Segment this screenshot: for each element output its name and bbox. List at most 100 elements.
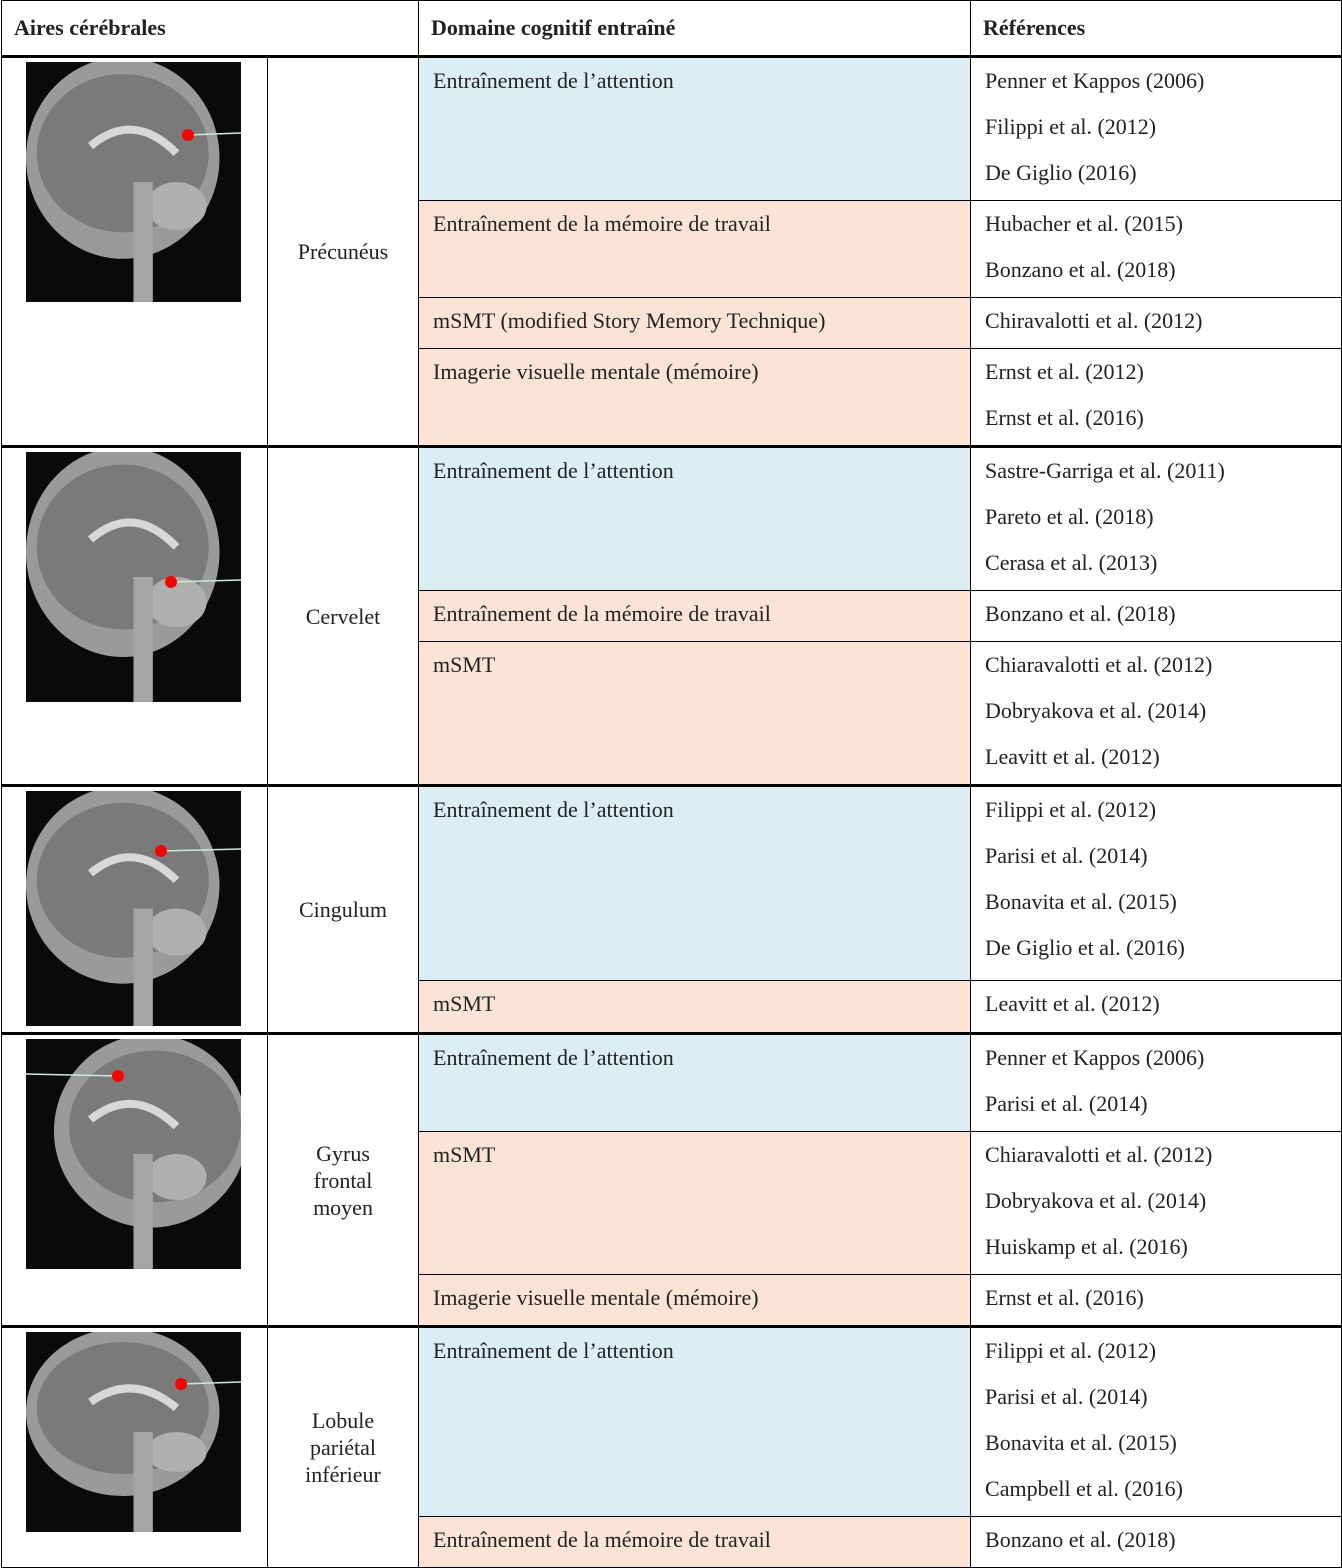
domain-cell: mSMT	[419, 642, 971, 786]
header-cell: Domaine cognitif entraîné	[419, 1, 971, 57]
domain-cell: Imagerie visuelle mentale (mémoire)	[419, 1275, 971, 1327]
domain-text: Entraînement de la mémoire de travail	[433, 211, 771, 236]
table-row: GyrusfrontalmoyenEntraînement de l’atten…	[2, 1034, 1342, 1132]
domain-cell: Entraînement de la mémoire de travail	[419, 1517, 971, 1568]
reference: Campbell et al. (2016)	[985, 1468, 1341, 1514]
reference: Sastre-Garriga et al. (2011)	[985, 450, 1341, 496]
domain-cell: Entraînement de l’attention	[419, 447, 971, 591]
reference: Pareto et al. (2018)	[985, 496, 1341, 542]
image-cell	[2, 57, 268, 447]
references-cell: Chiaravalotti et al. (2012)Dobryakova et…	[971, 1132, 1342, 1275]
brainstem	[134, 1432, 153, 1532]
area-name: Lobule	[268, 1407, 418, 1434]
brain-scan	[26, 791, 241, 1026]
reference: Filippi et al. (2012)	[985, 106, 1341, 152]
domain-cell: Entraînement de l’attention	[419, 57, 971, 201]
domain-cell: Entraînement de la mémoire de travail	[419, 591, 971, 642]
brainstem	[134, 1154, 153, 1269]
references-cell: Ernst et al. (2012)Ernst et al. (2016)	[971, 349, 1342, 447]
domain-text: Entraînement de la mémoire de travail	[433, 1527, 771, 1552]
reference: Bonavita et al. (2015)	[985, 1422, 1341, 1468]
domain-text: mSMT	[433, 652, 495, 677]
reference: Parisi et al. (2014)	[985, 1376, 1341, 1422]
brainstem	[134, 577, 153, 702]
reference: Ernst et al. (2012)	[985, 351, 1341, 397]
brain-scan	[26, 452, 241, 702]
domain-text: Imagerie visuelle mentale (mémoire)	[433, 1285, 759, 1310]
domain-text: mSMT (modified Story Memory Technique)	[433, 308, 825, 333]
reference: Bonzano et al. (2018)	[985, 1519, 1341, 1565]
reference: Bonavita et al. (2015)	[985, 881, 1341, 927]
cerebellum	[146, 1154, 206, 1200]
reference: Parisi et al. (2014)	[985, 1083, 1341, 1129]
domain-text: Entraînement de l’attention	[433, 458, 674, 483]
reference: Parisi et al. (2014)	[985, 835, 1341, 881]
references-cell: Filippi et al. (2012)Parisi et al. (2014…	[971, 1327, 1342, 1517]
reference: Filippi et al. (2012)	[985, 789, 1341, 835]
body: Aires cérébrales Domaine cognitif entraî…	[0, 0, 1342, 1553]
reference: Dobryakova et al. (2014)	[985, 690, 1341, 736]
references-cell: Ernst et al. (2016)	[971, 1275, 1342, 1327]
reference: Ernst et al. (2016)	[985, 1277, 1341, 1323]
area-name: Précunéus	[268, 238, 418, 265]
domain-text: mSMT	[433, 991, 495, 1016]
domain-cell: mSMT	[419, 1132, 971, 1275]
region-dot	[182, 129, 194, 141]
region-dot	[165, 576, 177, 588]
region-dot	[112, 1070, 124, 1082]
references-cell: Hubacher et al. (2015)Bonzano et al. (20…	[971, 201, 1342, 298]
references-cell: Chiaravalotti et al. (2012)Dobryakova et…	[971, 642, 1342, 786]
area-cell: Cervelet	[268, 447, 419, 786]
reference: Bonzano et al. (2018)	[985, 593, 1341, 639]
reference: Huiskamp et al. (2016)	[985, 1226, 1341, 1272]
reference: Bonzano et al. (2018)	[985, 249, 1341, 295]
image-cell	[2, 447, 268, 786]
area-cell: Gyrusfrontalmoyen	[268, 1034, 419, 1327]
page: {"header": ["Aires cérébrales", "Domaine…	[0, 0, 1342, 1553]
header-cell: Aires cérébrales	[2, 1, 419, 57]
header-cell: Références	[971, 1, 1342, 57]
reference: Filippi et al. (2012)	[985, 1330, 1341, 1376]
reference: Penner et Kappos (2006)	[985, 60, 1341, 106]
cerebellum	[146, 909, 206, 956]
references-cell: Sastre-Garriga et al. (2011)Pareto et al…	[971, 447, 1342, 591]
reference: Cerasa et al. (2013)	[985, 542, 1341, 588]
header-row: Aires cérébrales Domaine cognitif entraî…	[2, 1, 1342, 57]
area-name: pariétal	[268, 1434, 418, 1461]
image-cell	[2, 1034, 268, 1327]
references-cell: Chiravalotti et al. (2012)	[971, 298, 1342, 349]
domain-cell: Entraînement de l’attention	[419, 1327, 971, 1517]
cerebellum	[146, 1432, 206, 1472]
area-name: frontal	[268, 1167, 418, 1194]
reference: Leavitt et al. (2012)	[985, 983, 1341, 1029]
area-cell: Cingulum	[268, 786, 419, 1034]
image-cell	[2, 786, 268, 1034]
reference: Leavitt et al. (2012)	[985, 736, 1341, 782]
brainstem	[134, 909, 153, 1027]
references-cell: Leavitt et al. (2012)	[971, 980, 1342, 1033]
reference: De Giglio (2016)	[985, 152, 1341, 198]
references-cell: Penner et Kappos (2006)Parisi et al. (20…	[971, 1034, 1342, 1132]
area-name: moyen	[268, 1194, 418, 1221]
brain-scan	[26, 1039, 241, 1269]
references-cell: Bonzano et al. (2018)	[971, 1517, 1342, 1568]
region-dot	[175, 1378, 187, 1390]
area-cell: Précunéus	[268, 57, 419, 447]
cerebellum	[146, 577, 206, 627]
table: Aires cérébrales Domaine cognitif entraî…	[1, 0, 1342, 1568]
domain-cell: Entraînement de l’attention	[419, 786, 971, 981]
cerebellum	[146, 182, 206, 230]
domain-text: mSMT	[433, 1142, 495, 1167]
domain-text: Entraînement de l’attention	[433, 1045, 674, 1070]
area-name: Cervelet	[268, 603, 418, 630]
reference: Chiaravalotti et al. (2012)	[985, 644, 1341, 690]
domain-cell: Entraînement de l’attention	[419, 1034, 971, 1132]
references-cell: Bonzano et al. (2018)	[971, 591, 1342, 642]
domain-cell: mSMT	[419, 980, 971, 1033]
reference: Dobryakova et al. (2014)	[985, 1180, 1341, 1226]
